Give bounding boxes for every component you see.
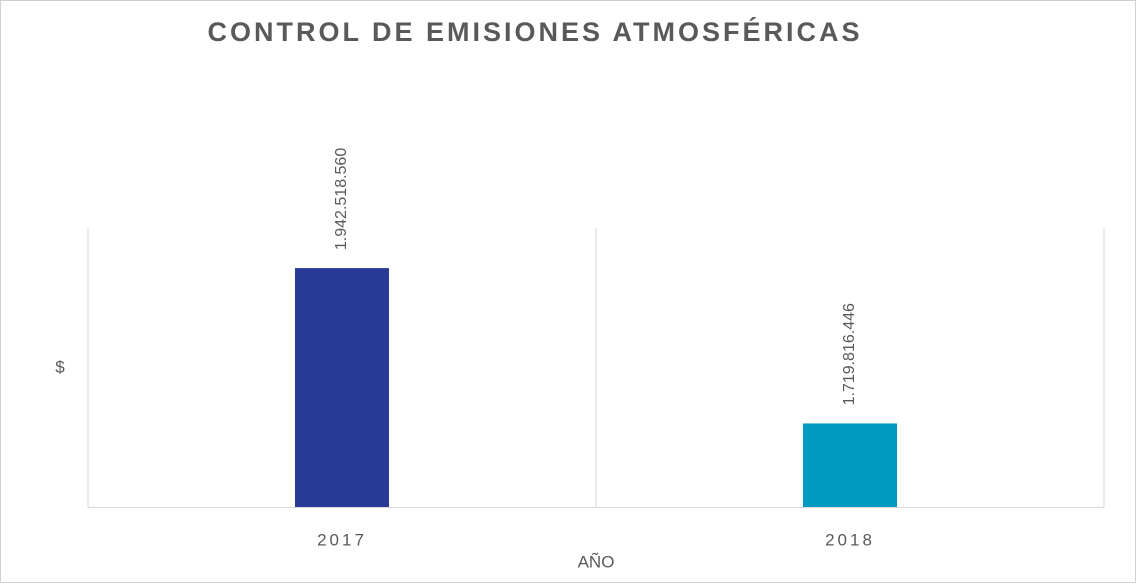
data-label: 1.719.816.446 — [841, 303, 858, 405]
bar — [803, 423, 897, 507]
bar — [295, 268, 389, 507]
data-label: 1.942.518.560 — [333, 148, 350, 250]
x-tick-label: 2017 — [317, 530, 367, 549]
x-axis-label: AÑO — [578, 552, 615, 571]
x-tick-label: 2018 — [825, 530, 875, 549]
y-axis-label: $ — [55, 357, 65, 376]
chart-title: CONTROL DE EMISIONES ATMOSFÉRICAS — [207, 16, 862, 47]
